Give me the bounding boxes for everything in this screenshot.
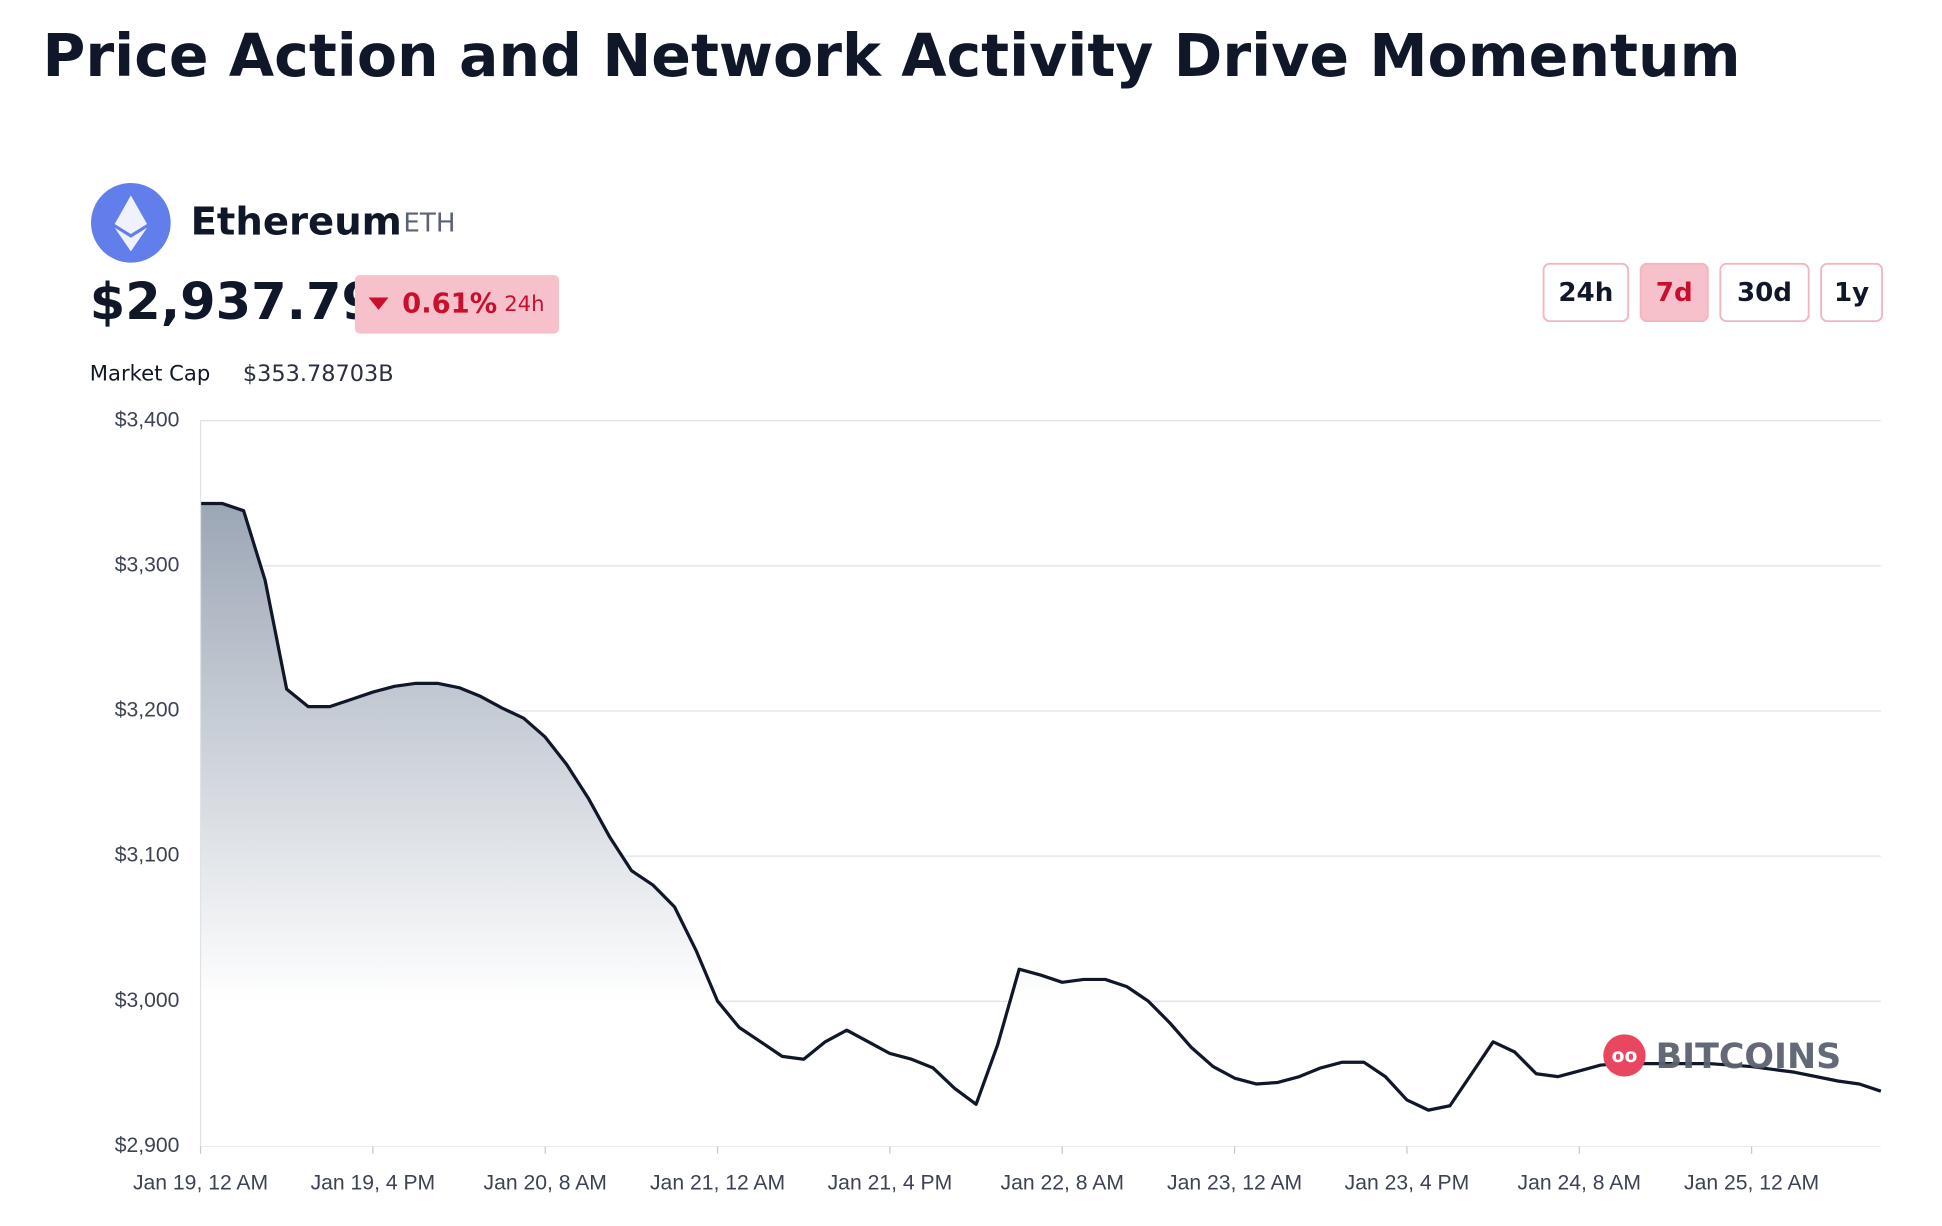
x-tick-label: Jan 24, 8 AM [1518, 1171, 1641, 1194]
range-button-label[interactable]: 24h [1558, 278, 1613, 308]
eth-logo [91, 182, 171, 263]
range-button[interactable] [1820, 262, 1884, 323]
asset-symbol: ETH [403, 209, 455, 239]
y-tick-label: $3,000 [115, 989, 180, 1012]
change-value: 0.61% [402, 288, 497, 319]
y-tick-label: $2,900 [115, 1134, 180, 1157]
area-fill [200, 503, 1881, 1147]
range-button-label[interactable]: 1y [1834, 278, 1869, 308]
x-tick-label: Jan 21, 12 AM [650, 1171, 785, 1194]
range-button-label[interactable]: 30d [1737, 278, 1792, 308]
price-line [200, 501, 1882, 1112]
x-tick-label: Jan 19, 12 AM [133, 1171, 268, 1194]
asset-name: Ethereum [191, 200, 402, 245]
range-button[interactable] [1639, 262, 1709, 323]
y-tick-label: $3,100 [115, 844, 180, 867]
watermark: oo BITCOINS [1603, 1034, 1841, 1077]
svg-text:oo: oo [1612, 1046, 1638, 1067]
y-tick-label: $3,400 [115, 408, 180, 431]
change-arrow [368, 297, 389, 310]
range-button-label[interactable]: 7d [1656, 278, 1693, 308]
x-tick-label: Jan 23, 4 PM [1345, 1171, 1470, 1194]
y-tick-label: $3,200 [115, 699, 180, 722]
change-badge [354, 275, 560, 334]
range-button[interactable] [1719, 262, 1810, 323]
market-cap-label: Market Cap [90, 361, 211, 386]
y-tick-label: $3,300 [115, 553, 180, 576]
x-tick-label: Jan 22, 8 AM [1001, 1171, 1124, 1194]
price: $2,937.79 [90, 273, 377, 332]
change-period: 24h [504, 291, 544, 316]
page-title: Price Action and Network Activity Drive … [42, 22, 1740, 90]
market-cap: $353.78703B [243, 361, 394, 387]
x-tick-label: Jan 19, 4 PM [311, 1171, 436, 1194]
x-tick-label: Jan 25, 12 AM [1684, 1171, 1819, 1194]
x-tick-label: Jan 23, 12 AM [1167, 1171, 1302, 1194]
x-tick-label: Jan 21, 4 PM [828, 1171, 953, 1194]
range-button[interactable] [1542, 262, 1630, 323]
watermark-text: BITCOINS [1656, 1037, 1842, 1077]
x-tick-label: Jan 20, 8 AM [484, 1171, 607, 1194]
